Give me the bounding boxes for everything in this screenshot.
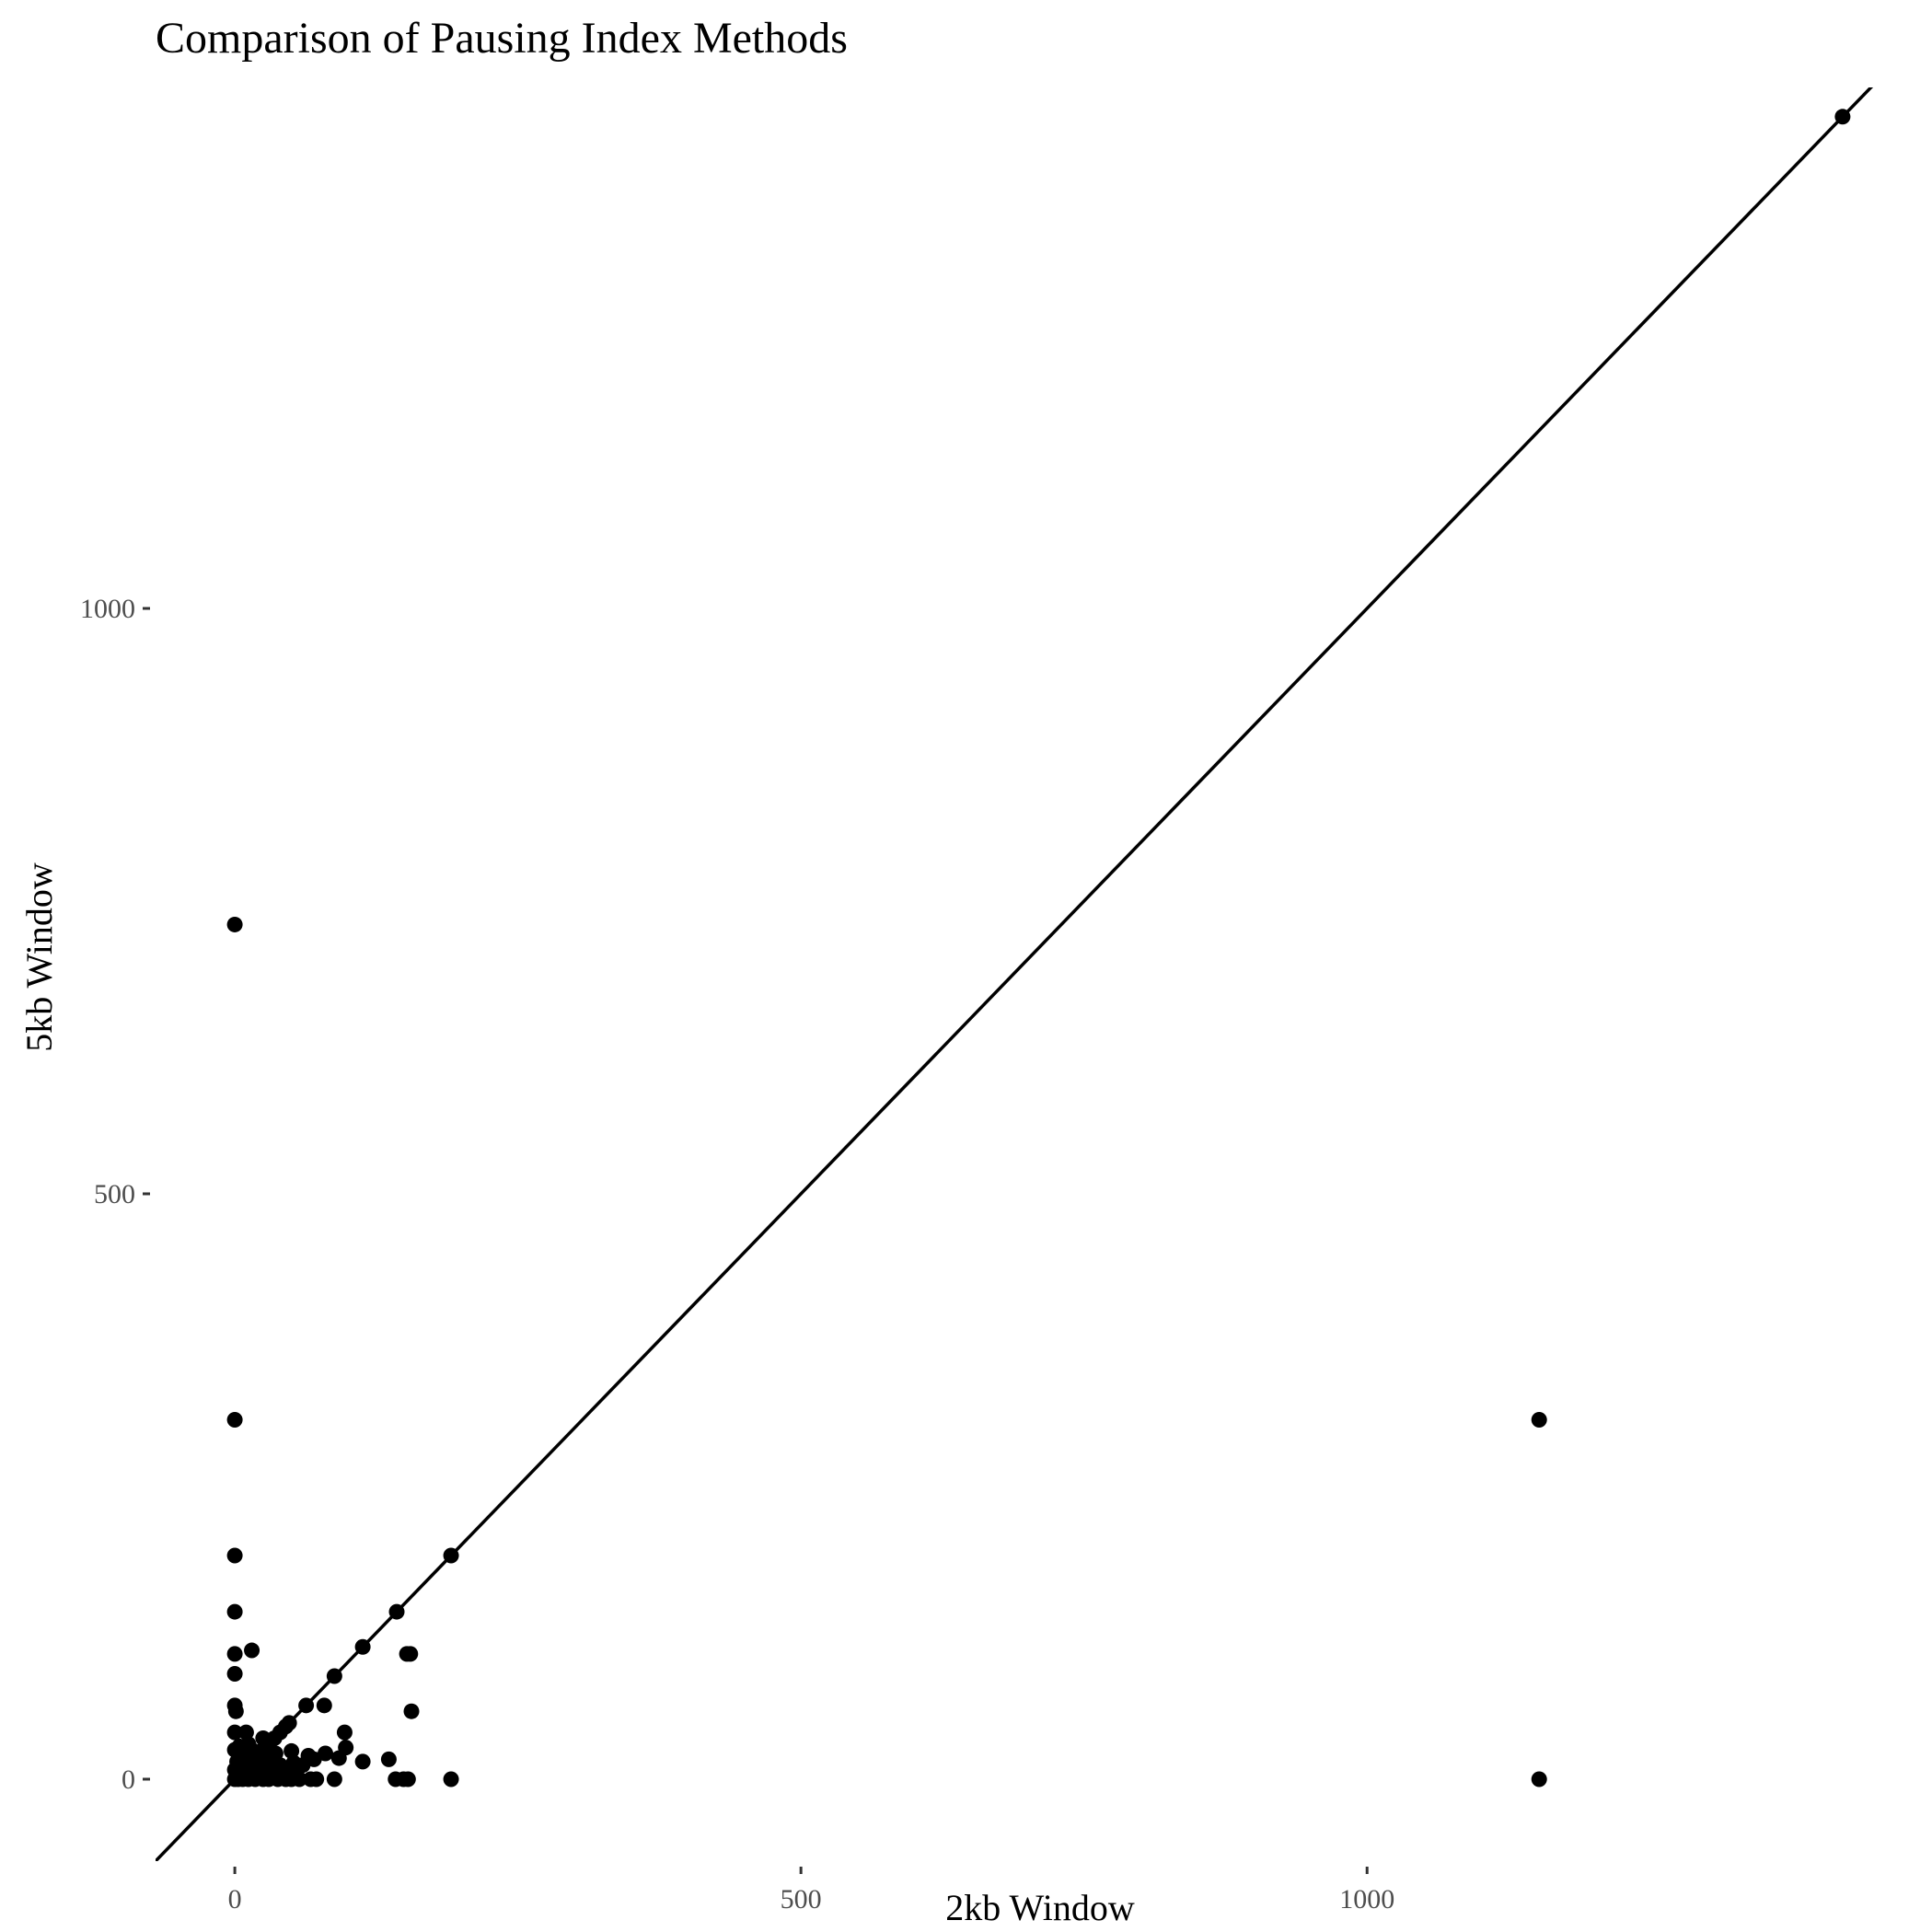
data-point [1834, 109, 1851, 125]
data-point [354, 1753, 371, 1770]
data-point [402, 1646, 419, 1662]
data-points [226, 109, 1851, 1787]
data-point [237, 1724, 254, 1741]
data-point [226, 1411, 243, 1428]
x-tick-label: 0 [228, 1884, 242, 1915]
data-point [226, 1603, 243, 1620]
plot-area [156, 87, 1874, 1861]
data-point [326, 1668, 342, 1684]
data-point [226, 916, 243, 932]
data-point [388, 1603, 405, 1620]
data-point [264, 1767, 281, 1784]
data-point [283, 1742, 300, 1759]
data-point [399, 1771, 416, 1787]
x-axis-label: 2kb Window [945, 1887, 1135, 1928]
x-tick-label: 1000 [1339, 1884, 1394, 1915]
data-point [298, 1697, 315, 1714]
data-point [255, 1730, 272, 1746]
data-point [330, 1750, 347, 1766]
data-point [226, 1646, 243, 1662]
data-point [354, 1638, 371, 1655]
chart-title: Comparison of Pausing Index Methods [156, 14, 848, 63]
data-point [227, 1703, 244, 1719]
y-tick-label: 500 [94, 1179, 135, 1209]
y-axis: 0 500 1000 [80, 594, 150, 1795]
data-point [388, 1771, 404, 1787]
data-point [1531, 1411, 1547, 1428]
data-point [336, 1724, 353, 1741]
data-point [295, 1757, 311, 1774]
data-point [326, 1771, 342, 1787]
data-point [380, 1751, 397, 1767]
data-point [443, 1771, 459, 1787]
data-point [308, 1771, 325, 1787]
y-tick-label: 0 [121, 1764, 135, 1795]
data-point [244, 1642, 260, 1659]
x-tick-label: 500 [781, 1884, 822, 1915]
data-point [443, 1547, 459, 1564]
data-point [226, 1724, 243, 1741]
data-point [281, 1715, 297, 1731]
y-tick-label: 1000 [80, 594, 135, 624]
data-point [244, 1741, 260, 1758]
data-point [226, 1665, 243, 1682]
data-point [403, 1703, 420, 1719]
data-point [226, 1547, 243, 1564]
reference-line [156, 87, 1874, 1861]
data-point [316, 1697, 332, 1714]
data-point [231, 1738, 248, 1754]
x-axis: 0 500 1000 [228, 1867, 1394, 1915]
y-axis-label: 5kb Window [18, 862, 60, 1052]
data-point [1531, 1771, 1547, 1787]
